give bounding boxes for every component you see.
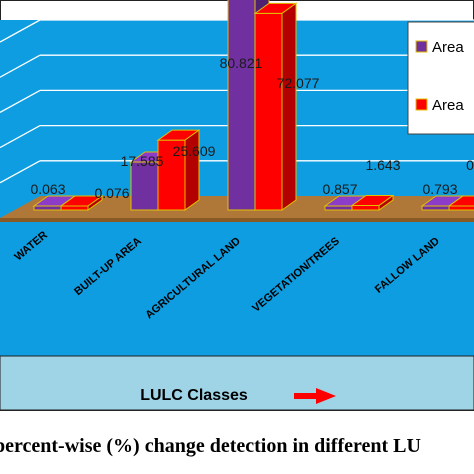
value-label-s2-3: 1.643 [365, 157, 400, 173]
bar-area-2 [253, 2, 298, 211]
value-label-s1-2: 80.821 [220, 55, 263, 71]
gridline-side [0, 54, 41, 78]
legend-label-1: Area [432, 97, 464, 114]
bars [32, 0, 474, 211]
legend-swatch-1 [415, 98, 428, 111]
value-label-s2-4: 0 [466, 157, 474, 173]
x-axis-title-band: LULC Classes [0, 355, 474, 411]
bar-area-4 [447, 195, 474, 211]
value-label-s2-2: 72.077 [277, 75, 320, 91]
category-label-area [0, 218, 474, 356]
right-arrow-icon [294, 388, 336, 404]
value-label-s2-0: 0.076 [94, 185, 129, 201]
figure-caption: percent-wise (%) change detection in dif… [0, 435, 421, 457]
bar-area-3 [350, 194, 395, 211]
value-labels: 0.063 17.585 80.821 0.857 0.793 0.076 25.609 72… [30, 55, 474, 201]
x-axis-band-background [0, 355, 474, 411]
value-label-s2-1: 25.609 [173, 143, 216, 159]
gridline-side [0, 89, 41, 113]
value-label-s1-3: 0.857 [322, 181, 357, 197]
bar-area-1 [156, 129, 201, 211]
gridline-side [0, 160, 41, 184]
bar-area-0 [59, 195, 104, 211]
value-label-s1-1: 17.585 [121, 153, 164, 169]
value-label-s1-4: 0.793 [422, 181, 457, 197]
gridline-side [0, 19, 41, 43]
legend: Area Area [407, 21, 474, 135]
legend-swatch-0 [415, 40, 428, 53]
value-label-s1-0: 0.063 [30, 181, 65, 197]
gridline-side [0, 125, 41, 149]
floor-edge [0, 218, 474, 222]
legend-label-0: Area [432, 39, 464, 56]
x-axis-title: LULC Classes [140, 387, 248, 404]
